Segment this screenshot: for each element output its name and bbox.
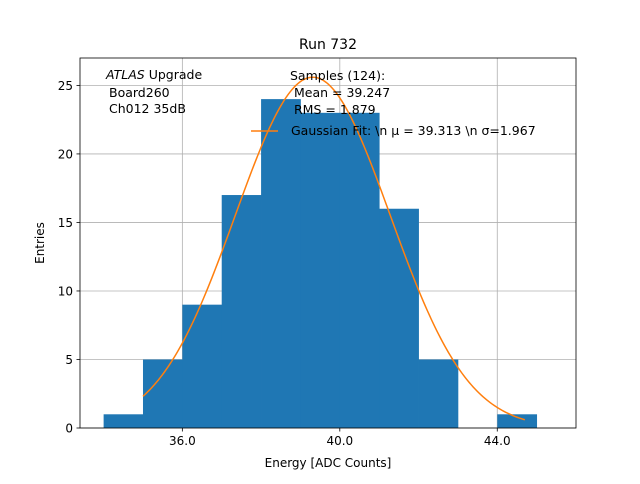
legend: Samples (124): Mean = 39.247 RMS = 1.879… xyxy=(251,68,536,138)
histogram-bar-4 xyxy=(261,99,301,428)
legend-fit-label: Gaussian Fit: \n μ = 39.313 \n σ=1.967 xyxy=(291,123,536,138)
board-label: Board260 xyxy=(109,85,170,100)
histogram-bar-5 xyxy=(300,112,341,428)
atlas-label: ATLAS xyxy=(105,67,145,82)
fit-curve-path xyxy=(142,76,526,421)
y-tick-label-3: 15 xyxy=(58,216,73,230)
y-axis-ticks: 0 5 10 15 20 25 xyxy=(58,79,80,436)
chart-title: Run 732 xyxy=(299,37,357,53)
x-tick-label-1: 40.0 xyxy=(326,434,353,448)
detector-annotation: ATLAS Upgrade Board260 Ch012 35dB xyxy=(105,67,202,116)
x-axis-label: Energy [ADC Counts] xyxy=(265,456,392,470)
histogram-bar-7 xyxy=(379,208,419,428)
histogram-bar-6 xyxy=(339,112,380,428)
histogram-bar-8 xyxy=(418,359,459,428)
histogram-bar-3 xyxy=(221,195,262,428)
histogram-bar-0 xyxy=(103,414,144,428)
histogram-bar-10 xyxy=(497,414,538,428)
legend-mean: Mean = 39.247 xyxy=(294,85,390,100)
y-tick-label-0: 0 xyxy=(65,422,73,436)
x-tick-label-0: 36.0 xyxy=(169,434,196,448)
histogram-bars xyxy=(103,99,538,428)
x-tick-label-2: 44.0 xyxy=(484,434,511,448)
axes-frame xyxy=(79,57,577,429)
histogram-bar-2 xyxy=(182,304,223,428)
y-tick-label-2: 10 xyxy=(58,284,73,298)
y-tick-label-5: 25 xyxy=(58,79,73,93)
y-tick-label-4: 20 xyxy=(58,147,73,161)
annotation-line-1: ATLAS Upgrade xyxy=(105,67,202,82)
x-axis-ticks: 36.0 40.0 44.0 xyxy=(169,428,511,448)
y-tick-label-1: 5 xyxy=(65,353,73,367)
y-axis-label: Entries xyxy=(33,222,47,264)
channel-label: Ch012 35dB xyxy=(109,101,186,116)
histogram-bar-1 xyxy=(142,359,183,428)
gaussian-fit-curve xyxy=(142,76,526,421)
legend-samples-title: Samples (124): xyxy=(290,68,385,83)
legend-rms: RMS = 1.879 xyxy=(294,102,376,117)
upgrade-label: Upgrade xyxy=(145,67,203,82)
